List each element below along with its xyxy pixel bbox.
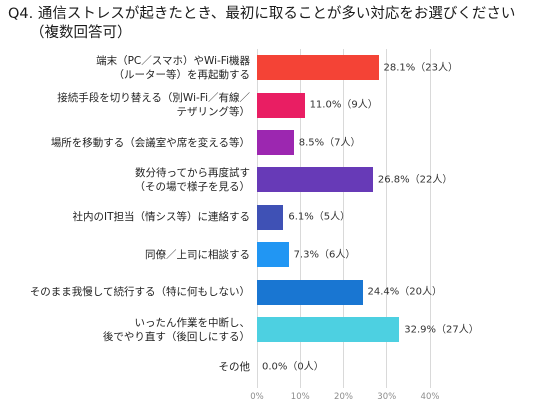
category-label-line: （ルーター等）を再起動する (113, 68, 251, 81)
x-tick-label: 20% (334, 392, 353, 402)
x-tick-label: 10% (290, 392, 310, 402)
gridline (429, 49, 431, 388)
data-label: 28.1%（23人） (383, 62, 459, 74)
gridline (299, 49, 301, 388)
category-label: 同僚／上司に相談する (0, 248, 250, 262)
data-label: 32.9%（27人） (404, 324, 479, 335)
data-label: 8.5%（7人） (298, 137, 361, 148)
data-label: 0.0%（0人） (262, 361, 324, 373)
bar (257, 317, 400, 342)
bar (257, 242, 289, 268)
category-label-line: 場所を移動する（会議室や席を変える等） (50, 136, 250, 149)
data-label: 26.8%（22人） (377, 174, 453, 186)
chart-subtitle: （複数回答可） (30, 25, 132, 41)
data-label: 24.4%（20人） (367, 286, 443, 298)
category-label: 接続手段を切り替える（別Wi-Fi／有線／ テザリング等） (0, 91, 250, 119)
x-tick-label: 0% (250, 392, 264, 402)
category-label: 端末（PC／スマホ）やWi-Fi機器 （ルーター等）を再起動する (0, 54, 250, 82)
bar (257, 204, 284, 230)
category-label: 場所を移動する（会議室や席を変える等） (0, 136, 250, 150)
category-label-line: その他 (218, 360, 251, 373)
category-label: 数分待ってから再度試す （その場で様子を見る） (0, 166, 251, 194)
bar (257, 279, 363, 305)
category-label-line: いったん作業を中断し、 (134, 316, 251, 329)
category-label-line: 端末（PC／スマホ）やWi-Fi機器 (96, 54, 250, 67)
bar (257, 167, 373, 193)
category-label-line: テザリング等） (176, 106, 251, 119)
category-label: そのまま我慢して続行する（特に何もしない） (0, 285, 250, 299)
category-label-line: そのまま我慢して続行する（特に何もしない） (29, 286, 250, 299)
category-label-line: 社内のIT担当（情シス等）に連絡する (72, 211, 250, 224)
bar (257, 55, 379, 81)
gridline (386, 49, 388, 388)
bar (257, 130, 294, 155)
category-label-line: （その場で様子を見る） (134, 180, 251, 193)
chart-title: Q4. 通信ストレスが起きたとき、最初に取ることが多い対応をお選びください (8, 6, 516, 22)
data-label: 7.3%（6人） (293, 249, 356, 261)
category-label: その他 (0, 360, 251, 374)
category-label-line: 後でやり直す（後回しにする） (102, 330, 250, 343)
data-label: 6.1%（5人） (288, 211, 351, 223)
category-label: 社内のIT担当（情シス等）に連絡する (0, 210, 250, 224)
data-label: 11.0%（9人） (309, 99, 378, 111)
gridline (343, 49, 344, 388)
x-tick-label: 30% (377, 392, 397, 402)
category-label-line: 数分待ってから再度試す (135, 166, 250, 179)
bar (257, 92, 305, 118)
category-label: いったん作業を中断し、 後でやり直す（後回しにする） (0, 316, 250, 344)
category-label-line: 同僚／上司に相談する (145, 248, 250, 261)
x-tick-label: 40% (420, 392, 440, 402)
category-label-line: 接続手段を切り替える（別Wi-Fi／有線／ (57, 92, 250, 105)
